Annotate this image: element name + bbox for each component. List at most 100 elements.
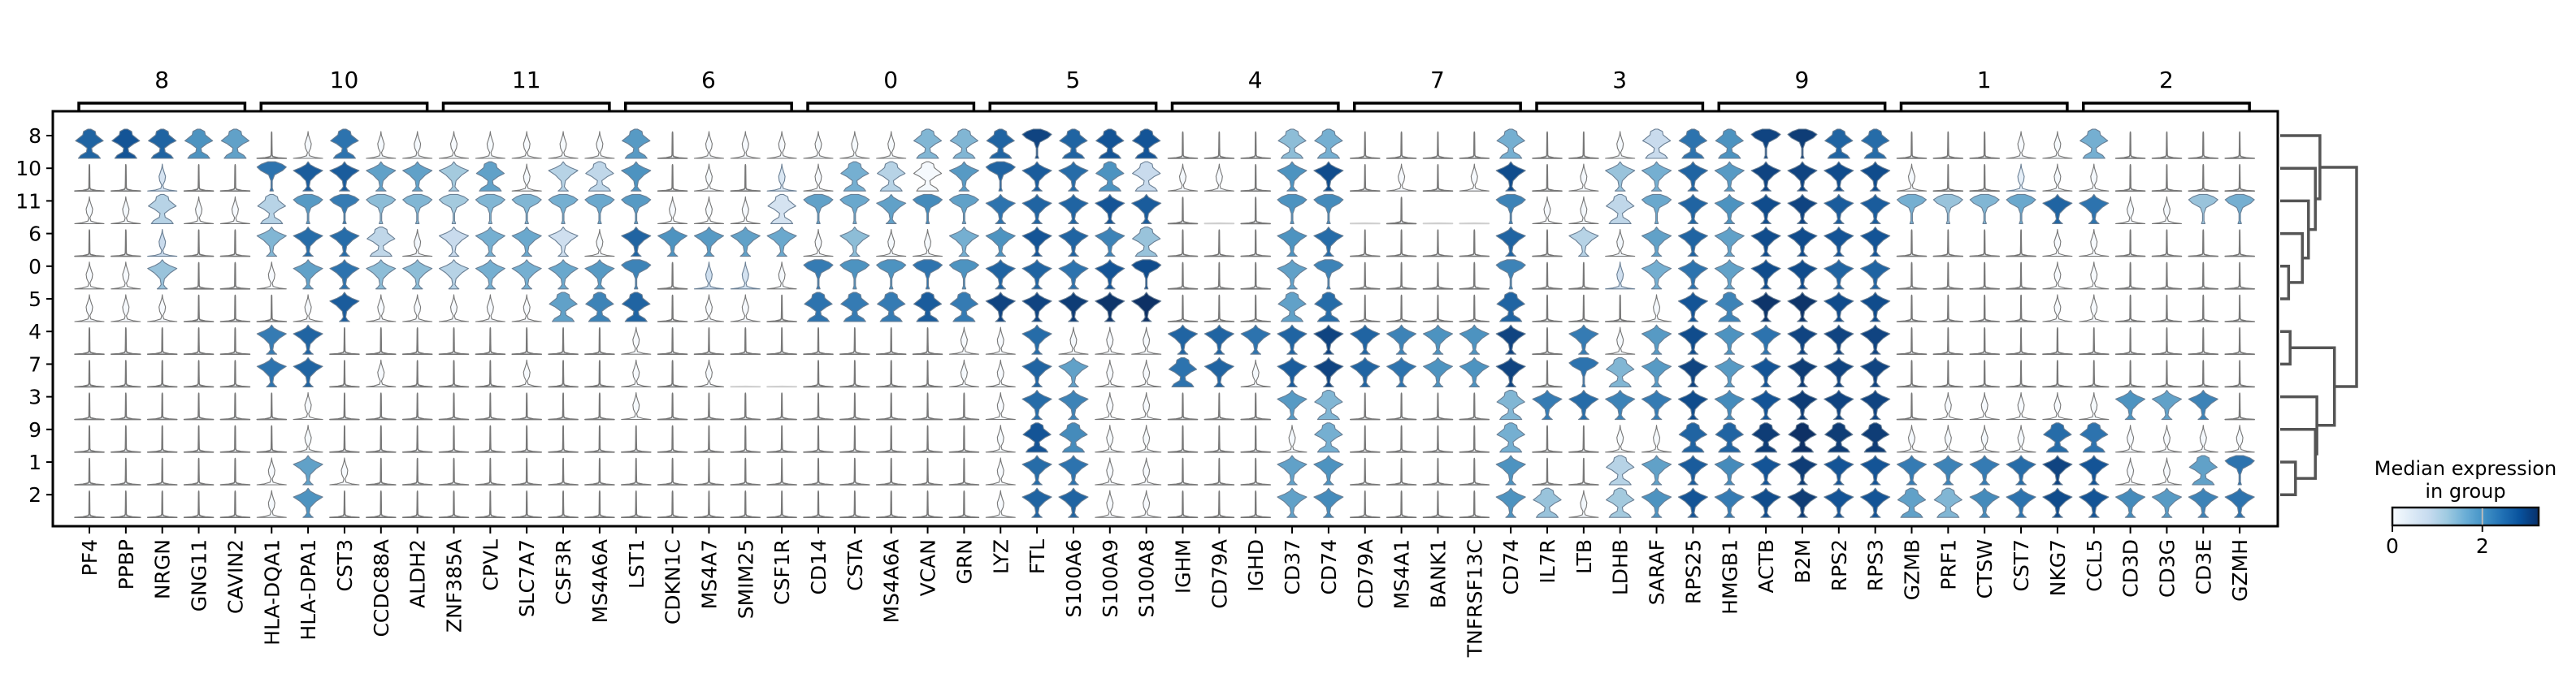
- violin: [1568, 324, 1599, 355]
- x-tick-label: RPS2: [1828, 539, 1851, 591]
- violin: [1605, 326, 1636, 355]
- violin: [74, 327, 105, 355]
- violin: [1350, 261, 1381, 290]
- violin: [111, 392, 141, 421]
- violin: [183, 294, 215, 322]
- violin: [1422, 222, 1454, 225]
- violin: [256, 261, 287, 290]
- violin: [438, 259, 470, 290]
- group-label: 11: [512, 67, 541, 93]
- violin: [766, 392, 797, 421]
- x-tick-label: CD14: [807, 539, 830, 595]
- violin: [256, 457, 287, 486]
- violin: [438, 227, 470, 257]
- violin: [2006, 455, 2036, 486]
- violin: [1641, 324, 1672, 355]
- x-tick-label: LDHB: [1609, 539, 1633, 595]
- x-tick-label: CSF3R: [552, 539, 575, 605]
- violin: [766, 227, 797, 257]
- group-label: 5: [1066, 67, 1081, 93]
- violin: [74, 490, 105, 518]
- violin: [584, 425, 615, 453]
- violin: [1714, 193, 1745, 224]
- violin: [366, 490, 397, 518]
- y-tick-label: 2: [28, 483, 41, 507]
- violin: [2151, 327, 2183, 355]
- violin: [1532, 229, 1563, 257]
- violin: [1203, 324, 1234, 355]
- group-label: 4: [1248, 67, 1263, 93]
- violin-row: [74, 487, 2255, 518]
- group-label: 3: [1612, 67, 1627, 93]
- violin: [1751, 422, 1780, 453]
- violin: [147, 294, 178, 322]
- violin: [147, 259, 178, 290]
- x-tick-label: CST3: [333, 539, 357, 592]
- y-tick-label: 5: [28, 287, 41, 311]
- violin: [584, 327, 615, 355]
- violin: [1750, 487, 1781, 518]
- violin: [511, 392, 542, 421]
- violin: [2042, 131, 2073, 159]
- violin: [2006, 163, 2036, 192]
- violin: [511, 359, 542, 387]
- violin: [1095, 193, 1125, 224]
- group-label: 8: [154, 67, 169, 93]
- violin: [839, 193, 870, 224]
- violin: [1350, 222, 1381, 225]
- violin: [912, 490, 943, 518]
- violin: [657, 360, 688, 388]
- violin: [803, 228, 834, 257]
- violin: [1058, 455, 1089, 486]
- violin: [1313, 193, 1344, 224]
- violin: [1277, 259, 1308, 290]
- violin: [147, 228, 178, 257]
- violin: [621, 391, 652, 421]
- violin: [2151, 131, 2183, 159]
- violin: [1714, 356, 1745, 387]
- violin: [657, 261, 688, 290]
- violin: [1131, 259, 1162, 290]
- violin: [621, 359, 652, 387]
- violin: [1787, 324, 1818, 355]
- violin: [1750, 455, 1781, 486]
- violin: [1824, 292, 1854, 322]
- violin: [183, 327, 215, 355]
- violin: [839, 259, 870, 290]
- violin: [1459, 457, 1490, 486]
- violin: [2042, 360, 2073, 388]
- violin: [948, 392, 980, 421]
- violin: [839, 131, 870, 159]
- violin: [1095, 490, 1125, 518]
- violin: [1059, 422, 1088, 453]
- violin: [913, 292, 943, 322]
- violin: [1896, 455, 1928, 486]
- violin: [1167, 197, 1199, 225]
- violin: [1350, 457, 1381, 486]
- violin: [730, 196, 761, 224]
- violin: [1203, 261, 1235, 290]
- violin: [1059, 128, 1088, 159]
- violin: [948, 457, 980, 486]
- violin-row: [74, 292, 2255, 322]
- violin: [1969, 261, 2000, 290]
- violin: [1896, 425, 1928, 453]
- violin: [548, 131, 579, 159]
- violin: [949, 292, 979, 322]
- violin: [219, 392, 251, 421]
- violin: [329, 193, 360, 224]
- violin: [766, 131, 797, 159]
- violin: [1677, 324, 1708, 355]
- violin: [1750, 292, 1781, 322]
- violin: [146, 392, 178, 421]
- violin: [1277, 487, 1308, 518]
- x-tick-label: CD74: [1317, 539, 1341, 595]
- violin: [2042, 487, 2073, 518]
- violin: [74, 360, 105, 388]
- violin: [766, 261, 797, 290]
- violin: [621, 326, 652, 355]
- violin: [839, 392, 870, 421]
- violin: [912, 259, 943, 290]
- violin: [74, 229, 105, 257]
- violin: [475, 457, 506, 486]
